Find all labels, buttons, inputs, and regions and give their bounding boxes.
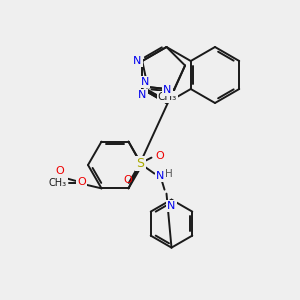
Text: N: N	[167, 201, 176, 211]
Text: N: N	[163, 85, 171, 95]
Text: O: O	[155, 151, 164, 160]
Text: O: O	[77, 177, 86, 188]
Text: N: N	[138, 90, 146, 100]
Text: CH₃: CH₃	[158, 92, 177, 102]
Text: CH₃: CH₃	[48, 178, 67, 188]
Text: O: O	[77, 177, 86, 188]
Text: H: H	[165, 169, 172, 178]
Text: O: O	[55, 167, 64, 176]
Text: N: N	[156, 171, 165, 181]
Text: S: S	[136, 157, 145, 170]
Text: O: O	[123, 175, 132, 184]
Text: N: N	[133, 56, 141, 66]
Text: N: N	[141, 77, 149, 87]
